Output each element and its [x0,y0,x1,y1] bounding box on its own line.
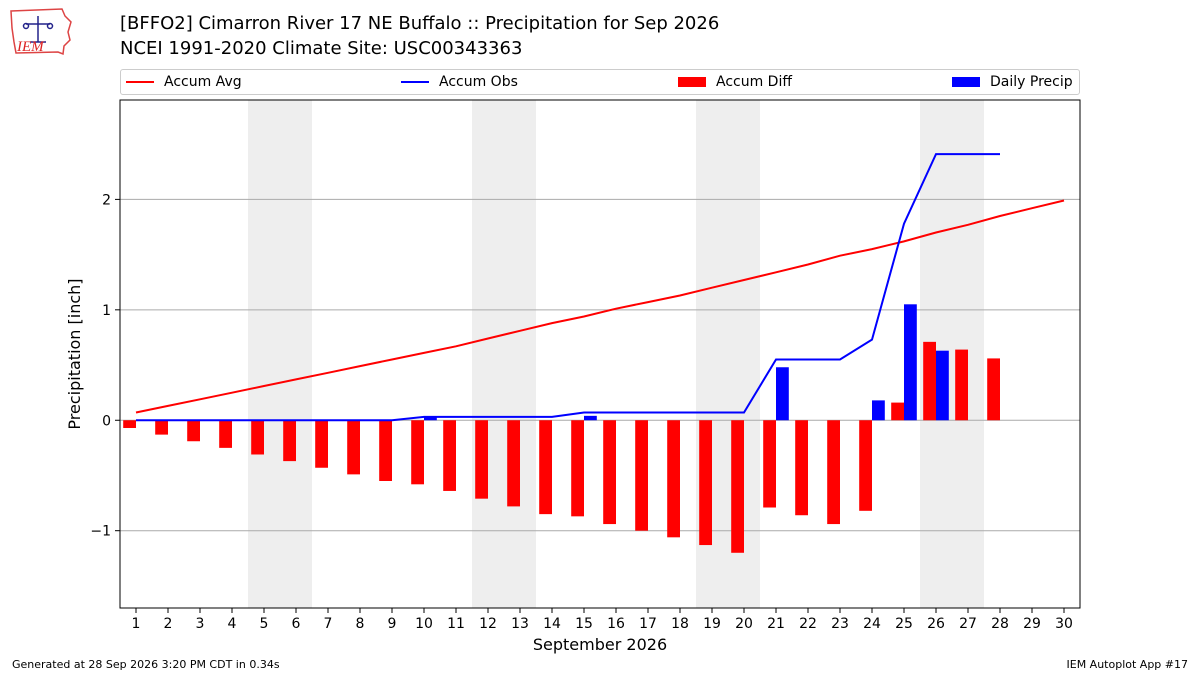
x-tick-label: 5 [260,616,269,632]
daily-precip-bar [872,400,885,421]
x-tick-label: 18 [671,616,689,632]
accum-diff-bar [923,341,936,421]
generated-timestamp: Generated at 28 Sep 2026 3:20 PM CDT in … [12,658,280,671]
x-axis-label: September 2026 [533,635,667,654]
legend-swatch-accum-avg [126,81,154,83]
chart-title: [BFFO2] Cimarron River 17 NE Buffalo :: … [120,13,720,34]
accum-obs-line [136,153,1000,422]
accum-diff-bar [123,420,136,428]
legend-item-accum-obs: Accum Obs [401,70,518,94]
y-tick-label: 2 [102,192,111,208]
logo-text: IEM [16,39,45,55]
daily-precip-bar [776,367,789,421]
x-tick-label: 2 [164,616,173,632]
x-tick-label: 8 [356,616,365,632]
x-tick-label: 16 [607,616,625,632]
x-tick-label: 10 [415,616,433,632]
weekend-band [248,100,280,608]
accum-diff-bar [283,420,296,462]
chart-legend: Accum Avg Accum Obs Accum Diff Daily Pre… [120,69,1080,95]
accum-diff-bar [219,420,232,448]
y-tick-label: 1 [102,303,111,319]
x-tick-label: 6 [292,616,301,632]
x-tick-label: 7 [324,616,333,632]
weekend-band [280,100,312,608]
x-tick-label: 24 [863,616,881,632]
daily-precip-bar [936,350,949,421]
accum-avg-line [135,199,1065,414]
accum-diff-bar [763,420,776,508]
legend-label-accum-diff: Accum Diff [716,74,793,90]
x-tick-label: 14 [543,616,561,632]
legend-swatch-daily-precip [952,77,980,87]
iem-logo: IEM [10,8,72,56]
x-tick-label: 21 [767,616,785,632]
x-tick-label: 20 [735,616,753,632]
y-axis-label: Precipitation [inch] [65,278,84,429]
x-tick-label: 17 [639,616,657,632]
accum-diff-bar [955,349,968,421]
x-tick-label: 27 [959,616,977,632]
daily-precip-bar [904,304,917,421]
x-tick-label: 26 [927,616,945,632]
weather-station-icon [22,16,54,43]
x-tick-label: 3 [196,616,205,632]
accum-diff-bar [379,420,392,481]
x-tick-label: 12 [479,616,497,632]
x-tick-label: 23 [831,616,849,632]
legend-label-daily-precip: Daily Precip [990,74,1073,90]
accum-diff-bar [155,420,168,435]
x-tick-label: 1 [132,616,141,632]
legend-item-daily-precip: Daily Precip [952,70,1073,94]
accum-diff-bar [411,420,424,485]
legend-label-accum-obs: Accum Obs [439,74,518,90]
x-tick-label: 29 [1023,616,1041,632]
legend-swatch-accum-diff [678,77,706,87]
accum-diff-bar [475,420,488,499]
accum-diff-bar [507,420,520,507]
accum-diff-bar [251,420,264,455]
weekend-band [504,100,536,608]
x-tick-label: 4 [228,616,237,632]
accum-diff-bar [539,420,552,515]
accum-diff-bar [827,420,840,525]
accum-diff-bar [443,420,456,491]
accum-diff-bar [603,420,616,525]
accum-diff-bar [315,420,328,468]
iowa-outline-icon [10,8,72,56]
accum-diff-bar [859,420,872,511]
accum-diff-bar [891,402,904,421]
accum-diff-bar [187,420,200,442]
x-tick-label: 30 [1055,616,1073,632]
x-tick-label: 15 [575,616,593,632]
daily-precip-bar [584,415,597,421]
x-tick-label: 22 [799,616,817,632]
accum-diff-bar [635,420,648,531]
weekend-band [472,100,504,608]
x-tick-label: 19 [703,616,721,632]
x-tick-label: 11 [447,616,465,632]
y-tick-label: 0 [102,413,111,429]
accum-diff-bar [571,420,584,517]
accum-diff-bar [667,420,680,538]
daily-precip-bar [424,416,437,421]
accum-diff-bar [347,420,360,475]
legend-swatch-accum-obs [401,81,429,83]
plot-frame [119,99,1081,609]
accum-diff-bar [699,420,712,546]
legend-item-accum-avg: Accum Avg [126,70,242,94]
legend-label-accum-avg: Accum Avg [164,74,242,90]
accum-diff-bar [795,420,808,516]
x-tick-label: 13 [511,616,529,632]
accum-diff-bar [987,358,1000,421]
y-tick-label: −1 [90,524,111,540]
autoplot-app-id: IEM Autoplot App #17 [1066,658,1189,671]
accum-diff-bar [731,420,744,553]
x-tick-label: 28 [991,616,1009,632]
x-tick-label: 9 [388,616,397,632]
x-tick-label: 25 [895,616,913,632]
legend-item-accum-diff: Accum Diff [678,70,792,94]
chart-subtitle: NCEI 1991-2020 Climate Site: USC00343363 [120,38,523,59]
